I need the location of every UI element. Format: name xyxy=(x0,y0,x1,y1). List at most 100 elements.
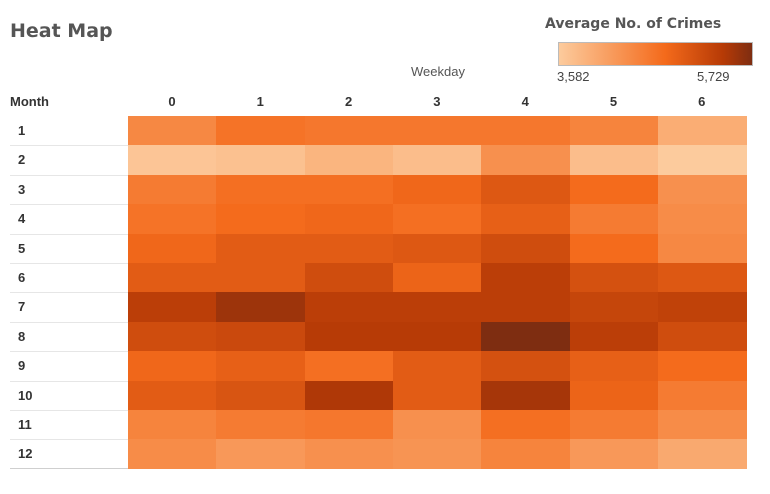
heatmap-cell[interactable] xyxy=(392,145,482,176)
heatmap-cell[interactable] xyxy=(392,410,482,440)
heatmap-cell[interactable] xyxy=(128,292,217,323)
heatmap-cell[interactable] xyxy=(481,233,571,264)
row-label: 5 xyxy=(18,240,26,256)
heatmap-cell[interactable] xyxy=(657,204,747,235)
heatmap-cell[interactable] xyxy=(657,321,747,352)
heatmap-cell[interactable] xyxy=(657,174,747,205)
heatmap-cell[interactable] xyxy=(569,380,659,411)
heatmap-cell[interactable] xyxy=(392,204,482,235)
heatmap-cell[interactable] xyxy=(657,380,747,411)
heatmap-cell[interactable] xyxy=(216,116,306,146)
heatmap-cell[interactable] xyxy=(569,145,659,176)
heatmap-cell[interactable] xyxy=(657,263,747,293)
heatmap-cell[interactable] xyxy=(657,410,747,440)
heatmap-cell[interactable] xyxy=(216,380,306,411)
heatmap-cell[interactable] xyxy=(657,351,747,382)
heatmap-cell[interactable] xyxy=(481,321,571,352)
heatmap-cell[interactable] xyxy=(128,321,217,352)
heatmap-cell[interactable] xyxy=(569,439,659,470)
heatmap-cell[interactable] xyxy=(481,204,571,235)
heatmap-cell[interactable] xyxy=(128,351,217,382)
heatmap-cell[interactable] xyxy=(392,174,482,205)
heatmap-cell[interactable] xyxy=(481,116,571,146)
heatmap-cell[interactable] xyxy=(216,233,306,264)
heatmap-cell[interactable] xyxy=(128,174,217,205)
heatmap-cell[interactable] xyxy=(216,263,306,293)
row-label: 9 xyxy=(18,358,26,374)
heatmap-cell[interactable] xyxy=(392,116,482,146)
heatmap-cell[interactable] xyxy=(569,116,659,146)
heatmap-cell[interactable] xyxy=(128,439,217,470)
heatmap-cell[interactable] xyxy=(128,145,217,176)
heatmap-cell[interactable] xyxy=(392,321,482,352)
heatmap-cell[interactable] xyxy=(128,410,217,440)
heatmap-cell[interactable] xyxy=(392,351,482,382)
heatmap-cell[interactable] xyxy=(216,351,306,382)
heatmap-cell[interactable] xyxy=(392,292,482,323)
row-divider xyxy=(10,233,128,235)
heatmap-cell[interactable] xyxy=(657,145,747,176)
heatmap-cell[interactable] xyxy=(392,233,482,264)
heatmap-cell[interactable] xyxy=(216,321,306,352)
heatmap-cell[interactable] xyxy=(128,380,217,411)
row-divider xyxy=(10,204,128,206)
row-divider xyxy=(10,145,128,147)
row-divider xyxy=(10,321,128,323)
heatmap-cell[interactable] xyxy=(569,292,659,323)
heatmap-cell[interactable] xyxy=(304,380,394,411)
column-label: 3 xyxy=(433,94,441,109)
heatmap-cell[interactable] xyxy=(304,439,394,470)
heatmap-cell[interactable] xyxy=(481,263,571,293)
heatmap-cell[interactable] xyxy=(569,410,659,440)
heatmap-cell[interactable] xyxy=(392,439,482,470)
heatmap-cell[interactable] xyxy=(216,145,306,176)
heatmap-cell[interactable] xyxy=(481,292,571,323)
heatmap-cell[interactable] xyxy=(128,233,217,264)
heatmap-cell[interactable] xyxy=(481,380,571,411)
heatmap-cell[interactable] xyxy=(304,351,394,382)
column-label: 4 xyxy=(521,94,529,109)
heatmap-cell[interactable] xyxy=(657,233,747,264)
heatmap-cell[interactable] xyxy=(569,204,659,235)
heatmap-cell[interactable] xyxy=(657,292,747,323)
heatmap-cell[interactable] xyxy=(481,439,571,470)
heatmap-cell[interactable] xyxy=(569,263,659,293)
heatmap-cell[interactable] xyxy=(481,410,571,440)
heatmap-cell[interactable] xyxy=(304,410,394,440)
heatmap-cell[interactable] xyxy=(569,351,659,382)
heatmap-cell[interactable] xyxy=(216,204,306,235)
heatmap-cell[interactable] xyxy=(216,410,306,440)
column-label: 6 xyxy=(698,94,706,109)
row-divider xyxy=(10,380,128,382)
heatmap-cell[interactable] xyxy=(304,116,394,146)
chart-title: Heat Map xyxy=(10,20,113,42)
heatmap-cell[interactable] xyxy=(569,321,659,352)
heatmap-cell[interactable] xyxy=(392,380,482,411)
heatmap-cell[interactable] xyxy=(481,351,571,382)
row-divider xyxy=(10,263,128,264)
heatmap-cell[interactable] xyxy=(304,321,394,352)
heatmap-cell[interactable] xyxy=(657,439,747,470)
heatmap-cell[interactable] xyxy=(216,174,306,205)
heatmap-cell[interactable] xyxy=(304,204,394,235)
heatmap-cell[interactable] xyxy=(657,116,747,146)
row-divider xyxy=(10,174,128,176)
heatmap-cell[interactable] xyxy=(128,204,217,235)
heatmap-cell[interactable] xyxy=(304,174,394,205)
heatmap-cell[interactable] xyxy=(304,263,394,293)
heatmap-cell[interactable] xyxy=(128,116,217,146)
heatmap-cell[interactable] xyxy=(304,145,394,176)
heatmap-cell[interactable] xyxy=(481,174,571,205)
heatmap-cell[interactable] xyxy=(304,292,394,323)
heatmap-cell[interactable] xyxy=(128,263,217,293)
heatmap-cell[interactable] xyxy=(481,145,571,176)
legend-max-label: 5,729 xyxy=(697,69,730,84)
heatmap-cell[interactable] xyxy=(216,439,306,470)
row-label: 6 xyxy=(18,270,26,285)
heatmap-cell[interactable] xyxy=(216,292,306,323)
heatmap-cell[interactable] xyxy=(304,233,394,264)
heatmap-cell[interactable] xyxy=(569,174,659,205)
column-label: 1 xyxy=(256,94,264,109)
heatmap-cell[interactable] xyxy=(392,263,482,293)
heatmap-cell[interactable] xyxy=(569,233,659,264)
